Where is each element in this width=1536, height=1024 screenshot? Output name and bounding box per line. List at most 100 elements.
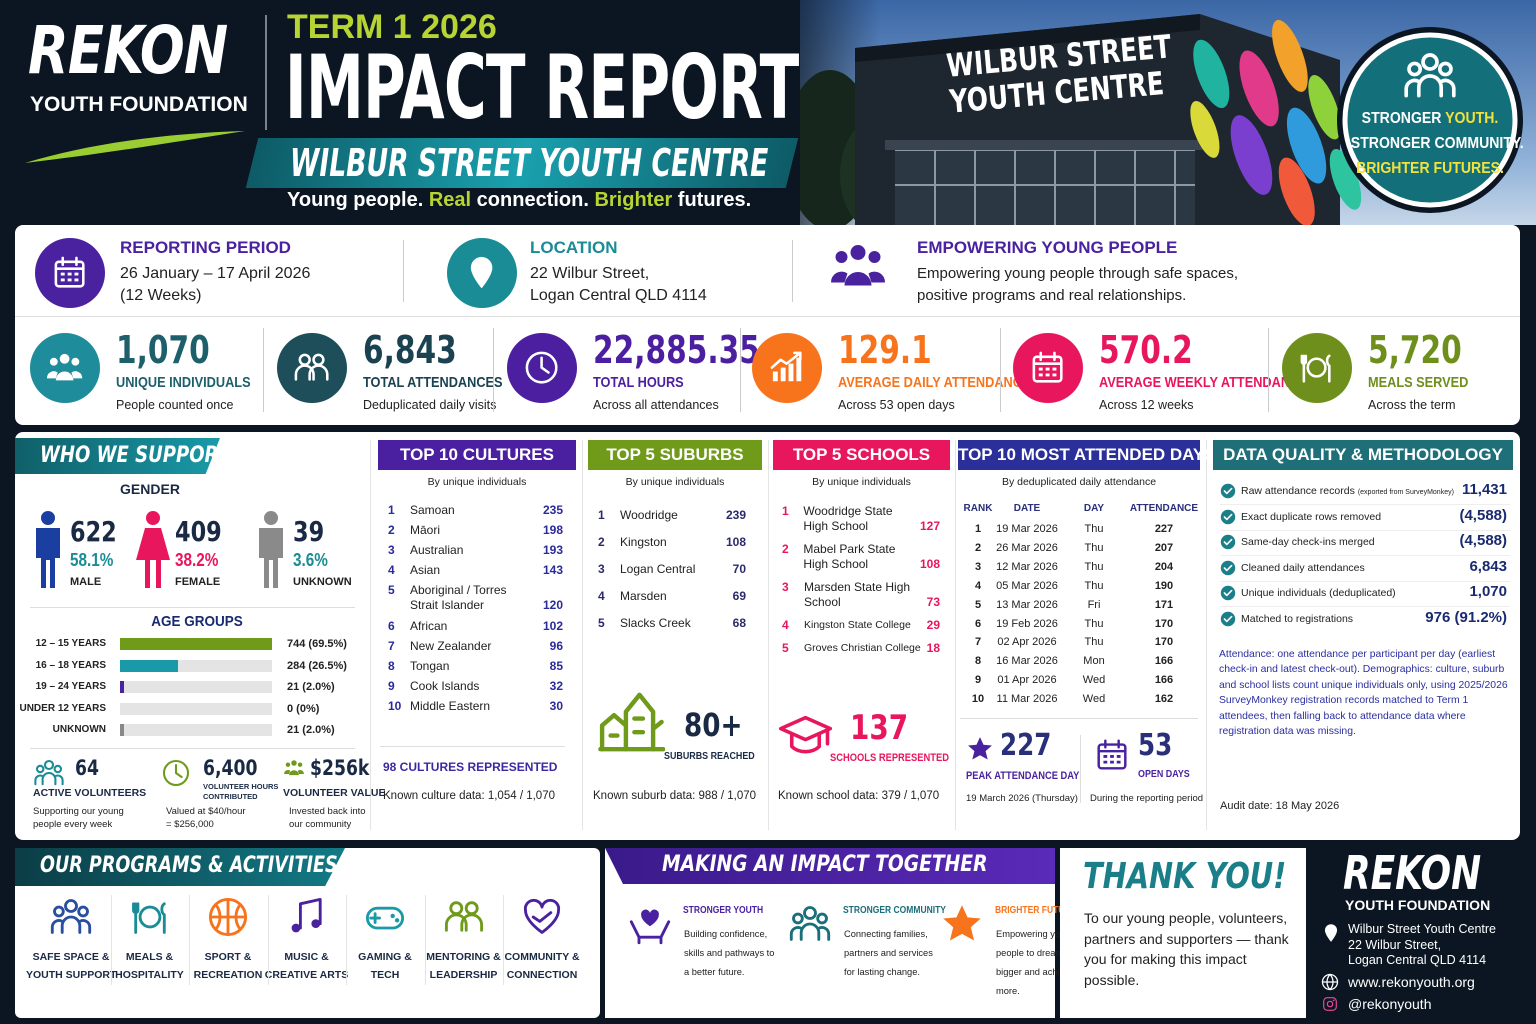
icon-shape bbox=[1220, 509, 1236, 524]
gender-figure bbox=[135, 510, 171, 590]
quality-value: 976 (91.2%) bbox=[1425, 609, 1507, 626]
table-cell: 2 bbox=[974, 541, 982, 554]
program-label: CONNECTION bbox=[506, 969, 578, 981]
icon-graphic bbox=[1033, 352, 1063, 383]
list-name: Mabel Park State High School bbox=[803, 542, 896, 571]
icon bbox=[1220, 534, 1236, 550]
quality-label: Raw attendance records bbox=[1241, 485, 1355, 497]
icon-shape bbox=[968, 737, 992, 760]
table-header: DATE bbox=[1013, 503, 1041, 514]
icon-shape bbox=[208, 897, 248, 937]
tagline-part: connection. bbox=[471, 189, 595, 211]
icon-shape bbox=[394, 918, 400, 923]
badge bbox=[1335, 25, 1525, 215]
icon-graphic bbox=[162, 759, 190, 787]
icon-graphic bbox=[1301, 354, 1332, 383]
table-cell: 170 bbox=[1154, 617, 1174, 630]
list-row: 5 Groves Christian College 18 bbox=[782, 637, 940, 660]
gender-label: UNKNOWN bbox=[293, 576, 352, 588]
icon-shape bbox=[1223, 513, 1233, 520]
icon-shape bbox=[298, 353, 312, 367]
icon-shape bbox=[844, 272, 872, 286]
volunteer-label: VOLUNTEER VALUE bbox=[283, 787, 386, 799]
icon-shape bbox=[1286, 107, 1327, 184]
list-name: Marsden bbox=[620, 589, 667, 603]
divider bbox=[30, 748, 355, 749]
quality-value: 1,070 bbox=[1469, 583, 1507, 601]
list-name: Cook Islands bbox=[410, 679, 480, 694]
footer-web: www.rekonyouth.org bbox=[1348, 974, 1475, 990]
list-row: 3 Australian 193 bbox=[388, 540, 563, 560]
table-cell: 8 bbox=[974, 655, 982, 668]
table-cell: 166 bbox=[1154, 674, 1174, 687]
icon bbox=[1220, 483, 1236, 499]
thanks-panel bbox=[1060, 848, 1306, 1018]
column-header bbox=[773, 440, 950, 470]
building bbox=[785, 0, 1536, 230]
quality-label: Exact duplicate rows removed bbox=[1241, 510, 1382, 523]
divider bbox=[493, 328, 494, 412]
list-rank: 4 bbox=[782, 618, 789, 632]
quality-note: Attendance: one attendance per participa… bbox=[1219, 649, 1508, 738]
icon-shape bbox=[284, 770, 291, 775]
peak-label: PEAK ATTENDANCE DAY bbox=[966, 770, 1080, 782]
info-line: (12 Weeks) bbox=[120, 287, 202, 304]
table-cell: Thu bbox=[1084, 560, 1104, 573]
section-banner bbox=[15, 848, 345, 886]
icon-shape bbox=[1039, 368, 1057, 377]
list-name: Australian bbox=[410, 542, 464, 557]
footer-logo: REKON bbox=[1343, 846, 1482, 900]
divider bbox=[380, 746, 565, 747]
list-value: 69 bbox=[732, 589, 746, 603]
icon-shape bbox=[1223, 615, 1233, 623]
icon-shape bbox=[1190, 19, 1362, 226]
icon-graphic bbox=[295, 353, 329, 382]
icon-shape bbox=[36, 528, 60, 588]
icon-shape bbox=[1097, 743, 1127, 770]
table-cell: 4 bbox=[974, 579, 982, 592]
impact-title: STRONGER COMMUNITY bbox=[843, 905, 946, 916]
icon-graphic bbox=[36, 511, 60, 588]
list-row: 2 Kingston 108 bbox=[598, 529, 746, 556]
icon-shape bbox=[162, 759, 190, 787]
icon-graphic bbox=[523, 898, 561, 934]
age-title: AGE GROUPS bbox=[151, 613, 243, 630]
open-value: 53 bbox=[1138, 728, 1173, 763]
list-value: 193 bbox=[542, 542, 563, 557]
icon-shape bbox=[1223, 590, 1233, 597]
icon-shape bbox=[1033, 355, 1063, 383]
icon-shape bbox=[830, 271, 848, 283]
divider bbox=[263, 328, 264, 412]
divider bbox=[267, 895, 269, 985]
table-cell: 171 bbox=[1154, 598, 1174, 611]
program-label: RECREATION bbox=[193, 969, 263, 981]
column-header bbox=[1213, 440, 1513, 470]
icon-shape bbox=[868, 271, 886, 283]
table-cell: Mon bbox=[1083, 655, 1105, 668]
icon bbox=[828, 236, 888, 296]
icon-shape bbox=[1190, 100, 1220, 158]
list-value: 30 bbox=[549, 699, 563, 714]
stat-value: 5,720 bbox=[1368, 328, 1462, 372]
list-rank: 2 bbox=[782, 542, 789, 556]
icon-shape bbox=[291, 760, 297, 766]
volunteer-label: ACTIVE VOLUNTEERS bbox=[33, 787, 147, 799]
icon bbox=[35, 238, 105, 308]
tagline-part: Young people. bbox=[287, 189, 429, 211]
age-label: 284 (26.5%) bbox=[287, 659, 347, 672]
icon-shape bbox=[34, 771, 64, 786]
table-cell: Fri bbox=[1087, 598, 1101, 611]
icon-shape bbox=[1329, 149, 1362, 210]
known-data: Known school data: 379 / 1,070 bbox=[778, 790, 940, 802]
list-row: 4 Kingston State College 29 bbox=[782, 614, 940, 637]
age-name: 16 – 18 YEARS bbox=[35, 659, 106, 671]
gender-percent: 38.2% bbox=[175, 550, 219, 570]
info-title: REPORTING PERIOD bbox=[120, 238, 291, 257]
icon-shape bbox=[1220, 611, 1236, 627]
list-rank: 3 bbox=[388, 542, 395, 557]
icon-graphic bbox=[1220, 534, 1236, 550]
icon-shape bbox=[885, 140, 1205, 150]
section-banner bbox=[15, 438, 220, 474]
divider bbox=[960, 718, 1198, 719]
icon bbox=[285, 895, 329, 939]
